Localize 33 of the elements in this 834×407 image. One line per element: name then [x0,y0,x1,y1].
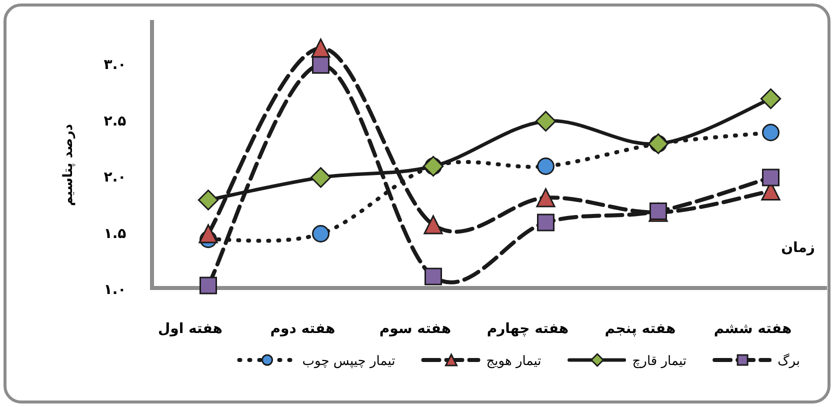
point [311,38,330,58]
point [312,56,330,74]
point [537,214,554,232]
x-tick-label: هفته پنجم [604,321,676,337]
x-tick-label: هفته سوم [379,321,452,337]
point [760,88,782,110]
y-tick-label: ۱.۰ [104,282,126,298]
y-axis-title: درصد پتاسیم [61,124,76,206]
x-tick-label: هفته اول [158,321,223,337]
legend-label: تیمار چیپس چوب [302,354,396,369]
point [424,215,443,234]
point [762,124,780,142]
point [762,168,780,186]
legend-label: تیمار هویج [486,354,542,369]
point [198,224,218,244]
point [424,268,442,286]
x-tick-label: هفته دوم [270,321,336,337]
point [536,188,556,208]
x-tick-label: هفته ششم [714,321,792,337]
point [200,276,217,294]
legend-label: برگ [778,353,800,369]
x-axis-title: زمان [781,240,815,256]
point [312,225,330,242]
point [310,167,332,188]
x-tick-label: هفته چهارم [486,321,569,337]
y-tick-label: ۳.۰ [104,57,126,73]
y-tick-label: ۲.۰ [104,170,126,186]
point [535,110,556,132]
point [537,158,554,175]
y-tick-label: ۲.۵ [104,113,127,130]
point [198,190,219,210]
legend-label: تیمار قارچ [632,354,687,369]
y-tick-label: ۱.۵ [104,226,127,242]
